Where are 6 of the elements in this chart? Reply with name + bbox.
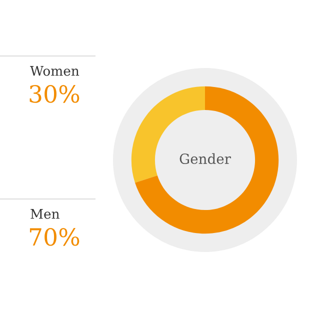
data-label: 30%: [30, 84, 80, 103]
slice-label: Women: [30, 66, 80, 76]
text: Gender: [180, 153, 231, 164]
data-label: 70%: [30, 228, 80, 246]
donut-slice: [135, 86, 279, 234]
slice-label: Men: [30, 209, 60, 219]
